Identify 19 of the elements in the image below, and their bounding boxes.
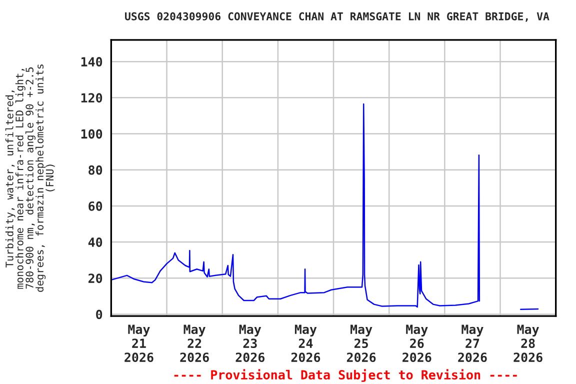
y-tick-label: 120: [81, 93, 102, 103]
x-tick-label: May 21 2026: [124, 324, 154, 362]
y-tick-label: 140: [81, 57, 102, 67]
x-tick-label: May 28 2026: [514, 324, 542, 362]
y-axis-title: Turbidity, water, unfiltered, monochrome near infra-red LED light, 780-900 nm, detection angle 90 +-2.5 degrees, formazin nephelometric units (FNU): [5, 64, 55, 292]
y-tick-label: 80: [88, 165, 102, 175]
y-tick-label: 60: [88, 201, 102, 211]
text: ---- Provisional Data Subject to Revision ----: [174, 369, 517, 382]
x-tick-label: May 22 2026: [180, 324, 209, 362]
y-tick-label: 100: [81, 129, 102, 139]
x-tick-label: May 24 2026: [291, 324, 320, 362]
x-tick-label: May 26 2026: [402, 324, 432, 362]
x-tick-label: May 25 2026: [346, 324, 376, 362]
y-tick-label: 0: [96, 310, 102, 320]
chart-title: USGS 0204309906 CONVEYANCE CHAN AT RAMSGATE LN NR GREAT BRIDGE, VA: [125, 12, 550, 22]
x-tick-label: May 23 2026: [236, 324, 264, 362]
y-tick-label: 40: [88, 238, 102, 247]
x-tick-label: May 27 2026: [458, 324, 487, 362]
y-tick-label: 20: [88, 274, 102, 284]
